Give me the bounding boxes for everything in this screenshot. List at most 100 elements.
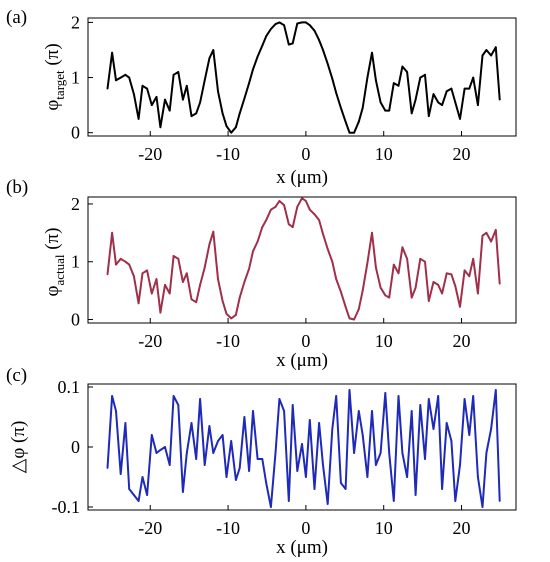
panel-a-data-point	[454, 101, 457, 104]
panel-c-data-point	[410, 410, 413, 412]
panel-c-data-point	[481, 506, 484, 508]
panel-a-data-point	[111, 51, 113, 54]
panel-b-data-point	[256, 240, 259, 243]
panel-c-data-point	[146, 494, 149, 496]
panel-a-data-point	[177, 71, 180, 73]
panel-b-data-point	[225, 312, 228, 315]
panel-b-data-point	[498, 282, 501, 285]
panel-a-data-point	[238, 112, 241, 115]
panel-a-y-tick-label: 2	[71, 12, 80, 32]
panel-b-data-point	[331, 260, 334, 263]
panel-a-data-point	[199, 101, 202, 104]
panel-b-x-ticks: -20 -10 0 10 20	[138, 318, 471, 351]
panel-c-data-point	[353, 452, 355, 454]
panel-c-data-point	[168, 464, 171, 466]
panel-a-data-point	[265, 35, 268, 38]
panel-c-data-point	[335, 395, 338, 397]
panel-c-data-point	[283, 410, 285, 412]
panel-a-data-point	[414, 98, 417, 101]
panel-c-data-point	[256, 458, 259, 460]
panel-a-data-point	[459, 118, 461, 120]
panel-c-data-point	[348, 389, 351, 391]
panel-c-x-tick-label: -20	[138, 518, 162, 538]
panel-c-data-point	[437, 395, 440, 397]
panel-b-data-point	[248, 267, 251, 270]
panel-a-data-point	[357, 120, 360, 123]
panel-c-data-point	[164, 446, 166, 448]
panel-b-x-tick-label: -10	[216, 331, 240, 351]
panel-b-data-point	[190, 298, 193, 301]
panel-b-data-point	[450, 273, 453, 276]
panel-a-data-point	[344, 120, 347, 123]
panel-c-x-tick-label: -10	[216, 518, 240, 538]
panel-a-data-point	[115, 79, 117, 82]
panel-c-data-point	[371, 410, 373, 412]
panel-c-data-point	[243, 416, 246, 418]
panel-b-x-tick-label: -20	[138, 331, 162, 351]
panel-b-data-point	[371, 231, 373, 234]
panel-a-data-point	[182, 98, 184, 101]
panel-c-x-tick-label: 0	[301, 518, 310, 538]
panel-b-data-point	[490, 240, 492, 243]
panel-b-data-point	[472, 257, 475, 260]
panel-b-x-tick-label: 20	[453, 331, 471, 351]
panel-b-data-point	[445, 272, 448, 275]
panel-a-data-point	[212, 49, 215, 51]
panel-b-data-point	[322, 233, 324, 235]
panel-c-data-point	[137, 500, 140, 502]
panel-b-x-tick-label: 0	[301, 331, 310, 351]
panel-c-data-point	[119, 473, 122, 475]
panel-c-data-point	[172, 395, 175, 397]
panel-a-data-point	[208, 57, 211, 60]
panel-c-data-point	[375, 464, 377, 466]
panel-a-data-point	[437, 101, 440, 104]
panel-a-data-point	[348, 131, 351, 134]
panel-b-data-point	[243, 281, 246, 283]
panel-a-data-point	[335, 92, 338, 94]
panel-b-data-point	[168, 292, 171, 295]
panel-a-data-point	[401, 65, 404, 68]
panel-b-y-tick-label: 2	[71, 194, 80, 214]
panel-a-data-point	[384, 109, 387, 112]
panel-b-data-point	[111, 231, 113, 234]
panel-b-data-point	[278, 200, 281, 202]
panel-c-data-point	[313, 488, 316, 490]
panel-c-data-point	[490, 428, 492, 430]
panel-c-data-point	[141, 476, 144, 478]
panel-c-data-point	[366, 476, 369, 478]
panel-b-data-point	[437, 284, 440, 286]
panel-c-data-points	[106, 389, 501, 508]
panel-c-y-tick-label: 0	[71, 437, 80, 457]
panel-c-data-point	[230, 440, 233, 442]
panel-b-data-point	[128, 263, 131, 266]
panel-c-data-point	[296, 470, 299, 472]
panel-b-data-point	[230, 317, 233, 320]
panel-a-data-point	[450, 87, 453, 90]
panel-a-data-point	[230, 131, 233, 134]
panel-c-data-point	[406, 476, 408, 478]
panel-a-data-point	[217, 90, 219, 93]
panel-b-data-point	[106, 273, 109, 276]
panel-b-data-point	[261, 226, 264, 229]
panel-b-data-point	[119, 257, 122, 260]
panel-c-x-tick-label: 20	[453, 518, 471, 538]
panel-c-data-point	[331, 428, 334, 430]
panel-b-data-point	[326, 248, 329, 250]
panel-b-plot-frame	[87, 196, 517, 324]
panel-b-label: (b)	[6, 177, 28, 198]
panel-c-data-point	[397, 395, 400, 397]
panel-b-data-point	[401, 246, 404, 249]
panel-b-data-point	[308, 208, 311, 211]
panel-c-y-tick-label: 0.1	[58, 377, 81, 397]
panel-b-data-point	[410, 296, 413, 299]
panel-b-data-point	[164, 284, 166, 286]
panel-a-data-point	[296, 22, 299, 25]
panel-a-data-point	[481, 54, 484, 57]
panel-a-y-tick-label: 0	[71, 123, 80, 143]
panel-b-data-point	[357, 308, 360, 310]
panel-b-data-point	[177, 257, 180, 260]
panel-a-plot-frame	[87, 17, 517, 137]
panel-c-x-tick-label: 10	[375, 518, 393, 538]
panel-c-data-point	[459, 464, 461, 466]
panel-c-data-point	[217, 440, 219, 442]
